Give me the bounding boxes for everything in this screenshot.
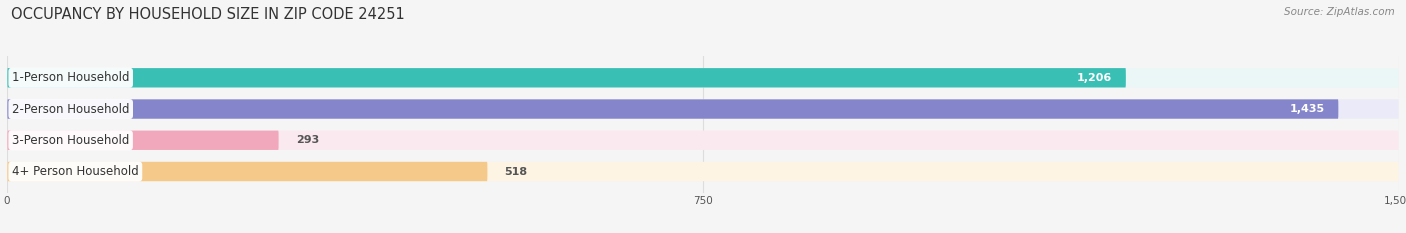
FancyBboxPatch shape [7, 68, 1399, 87]
FancyBboxPatch shape [7, 99, 1399, 119]
FancyBboxPatch shape [7, 68, 1126, 87]
Text: 2-Person Household: 2-Person Household [13, 103, 129, 116]
Text: 3-Person Household: 3-Person Household [13, 134, 129, 147]
FancyBboxPatch shape [7, 162, 1399, 181]
Text: 293: 293 [295, 135, 319, 145]
Text: Source: ZipAtlas.com: Source: ZipAtlas.com [1284, 7, 1395, 17]
Text: OCCUPANCY BY HOUSEHOLD SIZE IN ZIP CODE 24251: OCCUPANCY BY HOUSEHOLD SIZE IN ZIP CODE … [11, 7, 405, 22]
Text: 1-Person Household: 1-Person Household [13, 71, 129, 84]
FancyBboxPatch shape [7, 130, 278, 150]
Text: 518: 518 [505, 167, 527, 177]
Text: 1,206: 1,206 [1077, 73, 1112, 83]
Text: 4+ Person Household: 4+ Person Household [13, 165, 139, 178]
FancyBboxPatch shape [7, 130, 1399, 150]
FancyBboxPatch shape [7, 162, 488, 181]
FancyBboxPatch shape [7, 99, 1339, 119]
Text: 1,435: 1,435 [1289, 104, 1324, 114]
